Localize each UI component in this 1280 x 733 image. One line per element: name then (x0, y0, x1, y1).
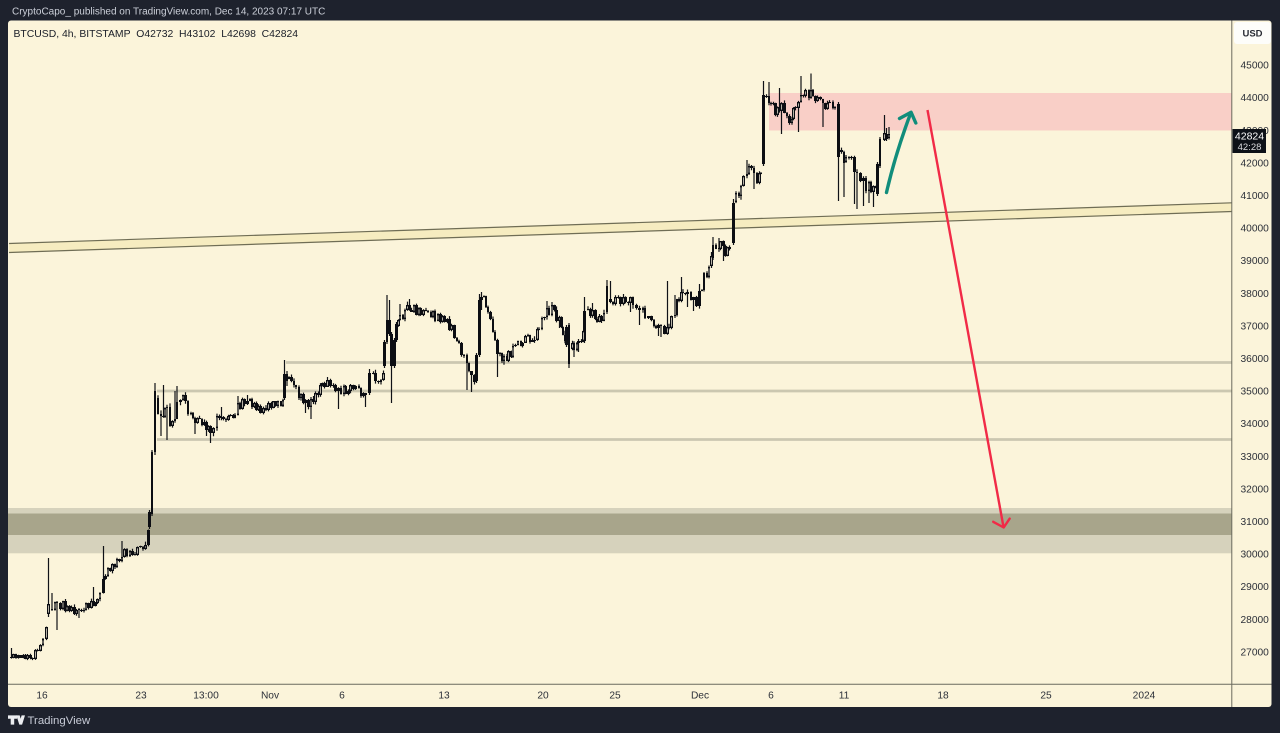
svg-text:USD: USD (1242, 29, 1262, 40)
svg-text:11: 11 (839, 691, 850, 702)
svg-text:27000: 27000 (1241, 647, 1270, 658)
svg-text:35000: 35000 (1241, 387, 1270, 398)
svg-text:20: 20 (537, 691, 549, 702)
svg-text:23: 23 (135, 691, 147, 702)
svg-text:TradingView: TradingView (28, 715, 91, 727)
svg-text:42000: 42000 (1241, 158, 1270, 169)
svg-text:44000: 44000 (1241, 93, 1270, 104)
svg-text:42824: 42824 (1235, 131, 1264, 143)
svg-text:BTCUSD, 4h, BITSTAMP O42732: BTCUSD, 4h, BITSTAMP O42732 H43102 L4269… (14, 29, 299, 40)
svg-text:34000: 34000 (1241, 419, 1270, 430)
svg-text:13: 13 (438, 691, 450, 702)
svg-text:16: 16 (36, 691, 48, 702)
svg-text:28000: 28000 (1241, 615, 1270, 626)
svg-text:Nov: Nov (261, 691, 280, 702)
svg-text:13:00: 13:00 (193, 691, 219, 702)
svg-text:36000: 36000 (1241, 354, 1270, 365)
svg-text:39000: 39000 (1241, 256, 1270, 267)
svg-text:29000: 29000 (1241, 582, 1270, 593)
svg-text:6: 6 (339, 691, 345, 702)
svg-text:6: 6 (768, 691, 774, 702)
svg-text:32000: 32000 (1241, 484, 1270, 495)
svg-text:25: 25 (1040, 691, 1052, 702)
svg-text:30000: 30000 (1241, 550, 1270, 561)
svg-text:37000: 37000 (1241, 321, 1270, 332)
svg-text:2024: 2024 (1133, 691, 1156, 702)
svg-text:Dec: Dec (691, 691, 709, 702)
svg-text:40000: 40000 (1241, 224, 1270, 235)
svg-text:33000: 33000 (1241, 452, 1270, 463)
svg-text:45000: 45000 (1241, 61, 1270, 72)
svg-text:38000: 38000 (1241, 289, 1270, 300)
svg-text:31000: 31000 (1241, 517, 1270, 528)
svg-text:25: 25 (609, 691, 621, 702)
svg-text:18: 18 (937, 691, 949, 702)
svg-text:CryptoCapo_ published on Tradi: CryptoCapo_ published on TradingView.com… (12, 6, 325, 17)
svg-text:42:28: 42:28 (1238, 142, 1262, 153)
svg-text:41000: 41000 (1241, 191, 1270, 202)
